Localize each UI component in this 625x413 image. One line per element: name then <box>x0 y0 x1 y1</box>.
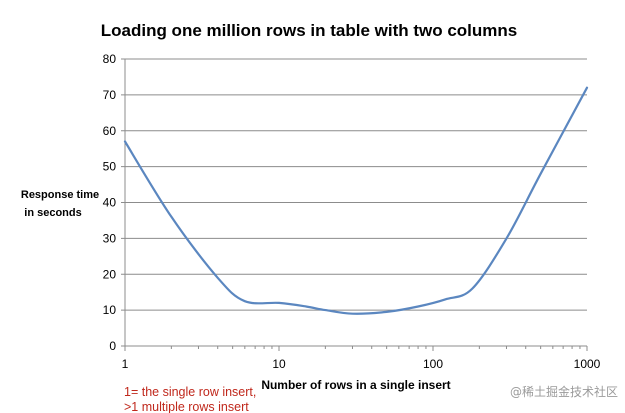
x-tick-label-1000: 1000 <box>574 357 601 371</box>
y-tick-label-60: 60 <box>103 124 117 138</box>
y-tick-label-80: 80 <box>103 52 117 66</box>
y-tick-label-10: 10 <box>103 303 117 317</box>
y-tick-label-50: 50 <box>103 160 117 174</box>
y-tick-label-40: 40 <box>103 196 117 210</box>
y-tick-label-20: 20 <box>103 267 117 281</box>
annotation-line-1: 1= the single row insert, <box>124 385 256 399</box>
x-tick-label-1: 1 <box>122 357 129 371</box>
chart-title: Loading one million rows in table with t… <box>101 21 518 40</box>
y-axis-label-line-2: in seconds <box>24 207 81 219</box>
y-axis-label-line-1: Response time <box>21 189 99 201</box>
x-tick-label-10: 10 <box>272 357 286 371</box>
y-tick-label-70: 70 <box>103 88 117 102</box>
series-line-group <box>123 86 589 315</box>
y-tick-label-30: 30 <box>103 231 117 245</box>
axes <box>121 58 588 351</box>
annotation-line-2: >1 multiple rows insert <box>124 400 249 413</box>
y-tick-label-0: 0 <box>109 339 116 353</box>
series-line-0 <box>123 86 589 315</box>
y-tick-labels: 0 10 20 30 40 50 60 70 80 <box>103 52 117 353</box>
grid-lines <box>125 58 587 311</box>
x-axis-label: Number of rows in a single insert <box>261 378 450 392</box>
x-tick-label-100: 100 <box>423 357 443 371</box>
x-tick-labels: 1 10 100 1000 <box>122 357 601 371</box>
watermark: @稀土掘金技术社区 <box>510 384 618 399</box>
